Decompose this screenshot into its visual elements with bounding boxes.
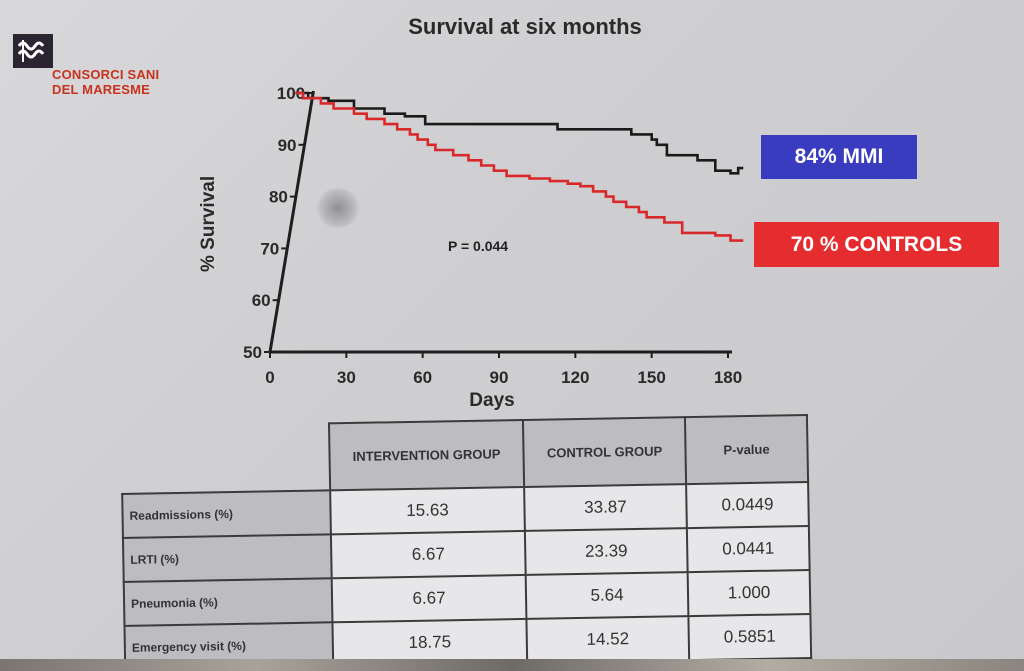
outcomes-table-wrapper: INTERVENTION GROUP CONTROL GROUP P-value… — [120, 414, 812, 671]
header-control: CONTROL GROUP — [522, 417, 687, 487]
x-tick-label: 30 — [337, 368, 356, 387]
mmi-survival-badge: 84% MMI — [761, 135, 917, 179]
y-tick-label: 50 — [243, 343, 262, 362]
table-header-row: INTERVENTION GROUP CONTROL GROUP P-value — [121, 415, 809, 494]
y-tick-label: 70 — [260, 239, 279, 258]
cell-pvalue: 0.0441 — [686, 525, 810, 573]
y-tick-label: 100 — [277, 84, 305, 103]
row-label: LRTI (%) — [122, 534, 332, 582]
logo-line-1: CONSORCI SANI — [52, 67, 160, 82]
cell-intervention: 6.67 — [330, 530, 526, 579]
x-tick-label: 180 — [714, 368, 742, 387]
cell-control: 14.52 — [526, 616, 690, 663]
x-tick-label: 60 — [413, 368, 432, 387]
cell-intervention: 6.67 — [331, 574, 527, 623]
logo-line-2: DEL MARESME — [52, 82, 151, 97]
y-tick-label: 90 — [278, 136, 297, 155]
consorci-logo-icon — [13, 34, 53, 68]
cell-pvalue: 0.5851 — [688, 613, 812, 661]
cell-control: 5.64 — [525, 572, 689, 619]
row-label: Readmissions (%) — [122, 490, 331, 538]
cell-pvalue: 0.0449 — [686, 481, 809, 529]
outcomes-table: INTERVENTION GROUP CONTROL GROUP P-value… — [120, 414, 812, 671]
x-tick-label: 150 — [637, 368, 665, 387]
x-axis-label: Days — [469, 390, 514, 411]
header-pvalue: P-value — [684, 415, 809, 485]
p-value-annotation: P = 0.044 — [448, 238, 509, 254]
y-tick-label: 60 — [252, 291, 271, 310]
x-tick-label: 0 — [265, 368, 274, 387]
y-axis-label: % Survival — [198, 176, 219, 272]
table-corner — [121, 423, 330, 494]
y-axis-line — [268, 90, 315, 353]
cell-control: 23.39 — [524, 528, 688, 575]
organization-logo-text: CONSORCI SANI DEL MARESME — [52, 67, 159, 97]
series-line-1 — [295, 91, 744, 242]
controls-survival-badge: 70 % CONTROLS — [754, 222, 999, 267]
projection-blemish — [316, 188, 360, 228]
header-intervention: INTERVENTION GROUP — [328, 419, 525, 491]
slide-title: Survival at six months — [408, 14, 642, 39]
row-label: Pneumonia (%) — [123, 578, 333, 626]
x-tick-label: 90 — [490, 368, 509, 387]
series-line-0 — [295, 91, 744, 175]
cell-intervention: 15.63 — [330, 486, 525, 535]
cell-pvalue: 1.000 — [687, 569, 811, 617]
cell-control: 33.87 — [524, 484, 687, 531]
chart-series — [295, 91, 744, 242]
y-tick-label: 80 — [269, 188, 288, 207]
survival-chart: 50 60 70 80 90 100 0 30 60 90 120 150 180 % Survival… — [198, 84, 744, 411]
x-tick-label: 120 — [561, 368, 589, 387]
screen-bottom-edge — [0, 659, 1024, 671]
chart-axes: 50 60 70 80 90 100 0 30 60 90 120 150 180 — [243, 84, 742, 387]
